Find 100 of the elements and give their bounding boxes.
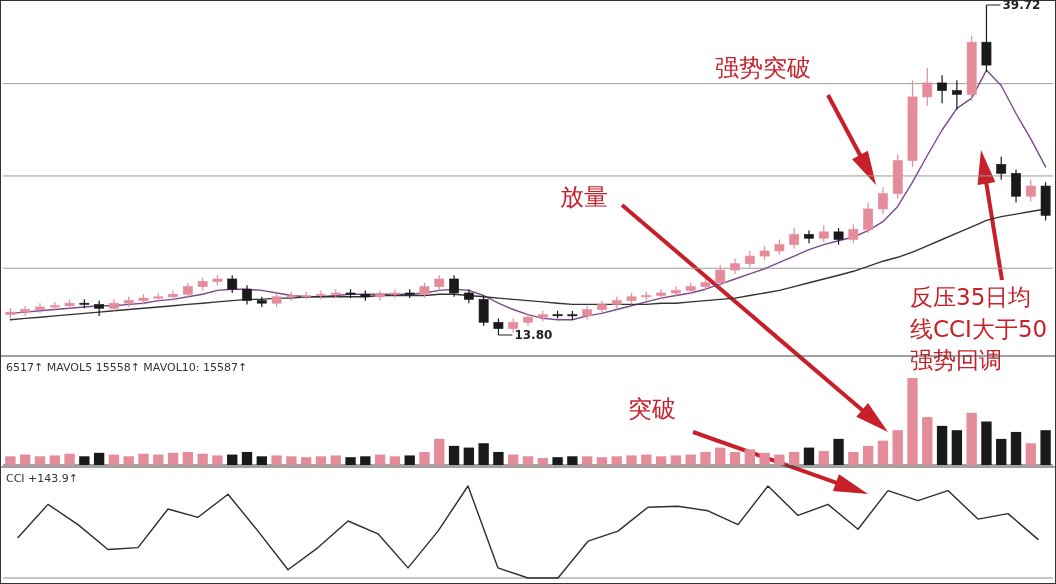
bar [167, 452, 179, 465]
bar [774, 454, 785, 465]
chart-title: CCI +143.9↑ [6, 472, 79, 485]
chart-title: 6517↑ MAVOL5 15558↑ MAVOL10: 15587↑ [6, 361, 248, 374]
candlestick [168, 289, 178, 302]
candlestick [316, 289, 326, 300]
bar [79, 456, 90, 465]
bar [493, 451, 504, 465]
bar [93, 452, 105, 465]
bar [1025, 443, 1036, 465]
bar [5, 456, 16, 465]
bar [448, 445, 460, 465]
bar [123, 456, 134, 465]
annotation: 13.80 [514, 328, 553, 342]
annotation: 39.72 [1002, 0, 1041, 12]
bar [1010, 431, 1022, 465]
candlestick [390, 288, 400, 299]
candlestick [35, 302, 45, 314]
candlestick [656, 288, 666, 300]
bar [286, 456, 297, 465]
bar [981, 421, 992, 465]
candlestick [94, 300, 105, 317]
bar [330, 455, 341, 465]
bar [537, 458, 548, 465]
bar [241, 451, 253, 465]
candlestick [789, 227, 800, 250]
bar [907, 378, 918, 465]
candlestick [375, 289, 385, 302]
bar [655, 456, 667, 465]
bar [360, 456, 371, 465]
bar [789, 451, 800, 465]
bar [404, 455, 415, 465]
bar [315, 456, 327, 465]
bar [182, 451, 194, 465]
bar [715, 447, 726, 465]
candlestick [996, 156, 1007, 181]
candlestick [449, 274, 459, 298]
bar [389, 456, 401, 465]
bar [862, 445, 874, 465]
bar [803, 447, 815, 465]
bar [212, 455, 223, 465]
candlestick [523, 312, 533, 327]
candlestick [242, 284, 252, 306]
candlestick [1025, 179, 1036, 202]
bar [508, 454, 519, 465]
bar [670, 455, 682, 465]
bar [626, 455, 637, 465]
bar [848, 451, 859, 465]
bar [463, 447, 475, 465]
bar [700, 451, 711, 465]
annotation: 放量 [560, 183, 608, 211]
bar [818, 451, 829, 465]
bar [1040, 430, 1051, 465]
bar [759, 452, 770, 465]
bar [34, 456, 46, 465]
annotation: 强势突破 [715, 54, 811, 82]
candlestick [937, 74, 947, 104]
bar [833, 438, 844, 465]
bar [552, 457, 563, 465]
bar [596, 457, 608, 465]
bar [64, 453, 75, 465]
bar [611, 456, 622, 465]
bar [345, 457, 356, 465]
bar [936, 425, 948, 465]
bar [892, 430, 903, 465]
bar [951, 430, 963, 465]
candlestick [922, 67, 933, 107]
candlestick [671, 286, 681, 298]
candlestick [848, 223, 859, 244]
bar [108, 454, 120, 465]
candlestick [951, 79, 962, 111]
bar [374, 454, 386, 465]
bar [478, 443, 489, 465]
bar [877, 440, 889, 465]
bar [996, 438, 1007, 465]
bar [153, 454, 164, 465]
candlestick [863, 201, 874, 234]
bar [20, 454, 31, 465]
candlestick [804, 230, 814, 244]
candlestick [1011, 168, 1021, 204]
candlestick [478, 294, 489, 327]
bar [271, 455, 282, 465]
candlestick [878, 186, 888, 215]
bar [138, 453, 149, 465]
bar [227, 454, 238, 465]
bar [729, 451, 741, 465]
bar [419, 451, 430, 465]
annotation: 突破 [628, 395, 676, 423]
candlestick [715, 264, 726, 288]
candlestick [109, 298, 119, 313]
bar [567, 456, 578, 465]
bar [256, 456, 267, 465]
annotation: 反压35日均线CCI大于50强势回调 [910, 284, 1048, 374]
bar [522, 456, 534, 465]
bar [966, 412, 977, 465]
bar [685, 454, 696, 465]
bar [641, 454, 652, 465]
bar [922, 417, 933, 465]
bar [197, 453, 208, 465]
bar [49, 455, 60, 465]
